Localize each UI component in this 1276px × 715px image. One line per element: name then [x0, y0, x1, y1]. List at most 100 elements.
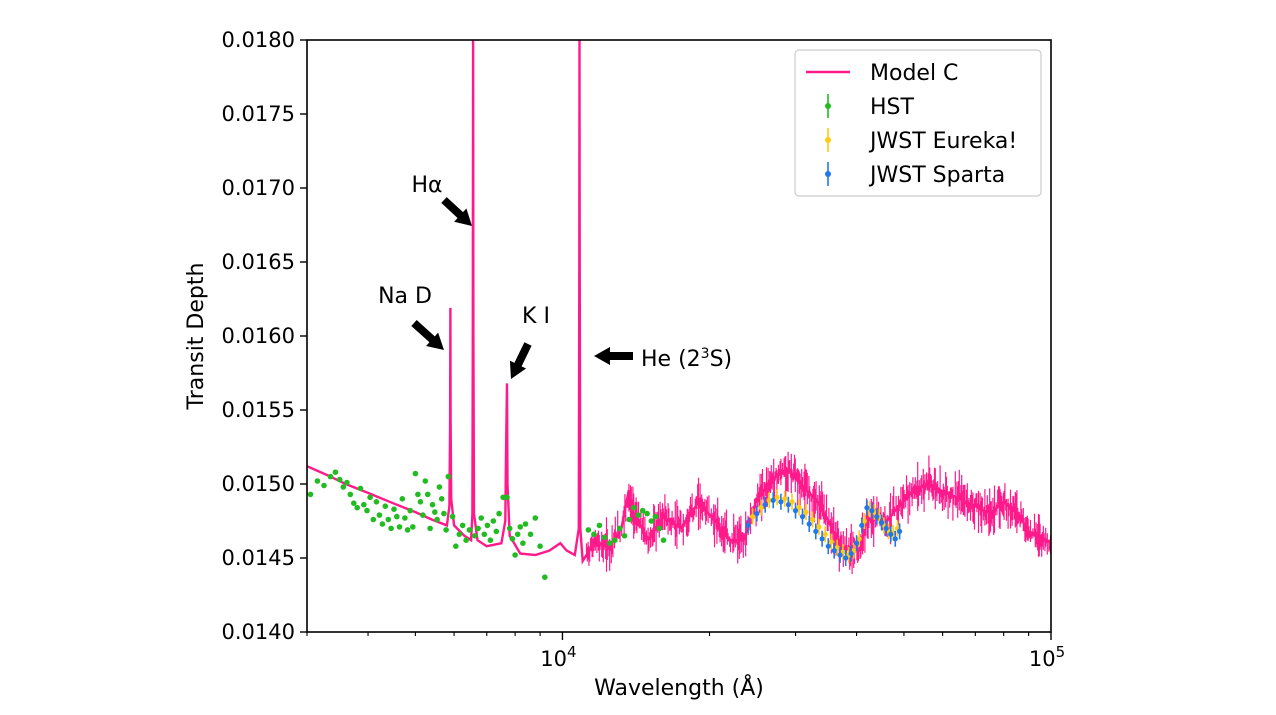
- legend-label-jwst-eureka: JWST Eureka!: [868, 129, 1017, 154]
- hst-point: [512, 552, 518, 558]
- hst-point: [660, 537, 667, 543]
- hst-point: [537, 543, 543, 549]
- jwst-eureka-point: [750, 514, 756, 520]
- hst-point: [487, 537, 494, 543]
- hst-point: [367, 494, 373, 501]
- jwst-eureka-point: [861, 518, 868, 524]
- hst-point: [472, 533, 478, 539]
- hst-point: [504, 494, 510, 501]
- jwst-sparta-point: [883, 525, 889, 532]
- hst-point: [407, 507, 414, 514]
- jwst-sparta-point: [831, 548, 837, 554]
- jwst-eureka-point: [789, 499, 795, 505]
- jwst-eureka-point: [758, 505, 764, 511]
- hst-point: [412, 470, 419, 477]
- jwst-sparta-series: [745, 492, 903, 566]
- jwst-sparta-point: [892, 536, 898, 542]
- arrow-h-alpha: [441, 197, 472, 226]
- hst-point: [357, 485, 364, 492]
- hst-point: [616, 525, 623, 532]
- hst-point: [441, 510, 447, 517]
- hst-point: [427, 525, 433, 532]
- hst-point: [621, 533, 628, 539]
- y-axis-label: Transit Depth: [184, 263, 209, 411]
- jwst-sparta-point: [762, 502, 768, 508]
- jwst-sparta-point: [770, 497, 776, 503]
- jwst-sparta-point: [819, 536, 825, 542]
- hst-point: [420, 512, 426, 518]
- jwst-sparta-point: [874, 514, 880, 520]
- jwst-eureka-point: [856, 536, 862, 542]
- hst-point: [631, 504, 637, 511]
- hst-point: [321, 482, 327, 489]
- legend-swatch-hst: [825, 103, 831, 109]
- annotation-k-i: K I: [522, 304, 550, 329]
- hst-point: [607, 540, 613, 546]
- y-tick-label: 0.0150: [222, 472, 295, 496]
- hst-point: [396, 524, 403, 530]
- jwst-eureka-point: [816, 524, 822, 530]
- arrow-k-i-head: [509, 342, 532, 379]
- jwst-sparta-point: [825, 543, 831, 549]
- hst-point: [415, 491, 421, 498]
- arrow-na-d-head: [411, 320, 444, 350]
- x-tick-exponent: 5: [1056, 643, 1066, 661]
- jwst-sparta-point: [897, 528, 903, 535]
- arrow-he: [594, 347, 633, 365]
- hst-point: [436, 484, 443, 490]
- hst-point: [347, 491, 354, 498]
- jwst-sparta-point: [754, 510, 760, 517]
- legend-label-model-c: Model C: [870, 61, 958, 86]
- x-axis-label: Wavelength (Å): [594, 674, 764, 701]
- y-tick-label: 0.0145: [222, 546, 295, 570]
- jwst-sparta-point: [806, 521, 812, 527]
- jwst-sparta-point: [792, 508, 799, 514]
- hst-point: [417, 499, 424, 505]
- hst-point: [443, 527, 449, 533]
- y-tick-label: 0.0160: [222, 324, 295, 348]
- hst-point: [351, 500, 357, 507]
- jwst-eureka-point: [809, 516, 816, 523]
- hst-point: [445, 473, 452, 480]
- hst-point: [656, 525, 663, 532]
- jwst-sparta-point: [864, 505, 870, 511]
- hst-point: [626, 516, 632, 523]
- y-tick-label: 0.0165: [222, 250, 295, 274]
- y-tick-label: 0.0180: [222, 28, 295, 52]
- annotation-h-alpha: Hα: [411, 173, 442, 198]
- jwst-sparta-point: [888, 531, 894, 537]
- hst-point: [410, 524, 416, 530]
- jwst-eureka-point: [766, 497, 772, 503]
- hst-point: [520, 540, 526, 546]
- hst-point: [475, 525, 481, 532]
- hst-point: [644, 510, 650, 517]
- jwst-sparta-point: [854, 540, 860, 546]
- hst-point: [429, 501, 436, 508]
- hst-point: [493, 528, 500, 535]
- legend-swatch-jwst-eureka: [825, 137, 831, 143]
- hst-point: [648, 518, 655, 524]
- jwst-eureka-point: [774, 494, 780, 500]
- arrow-k-i: [509, 342, 532, 379]
- y-tick-label: 0.0155: [222, 398, 295, 422]
- hst-point: [481, 531, 488, 538]
- hst-series: [307, 469, 667, 580]
- hst-point: [354, 504, 361, 511]
- legend-box: [794, 49, 1042, 197]
- jwst-sparta-point: [778, 499, 784, 505]
- hst-point: [635, 512, 642, 518]
- hst-point: [379, 521, 386, 527]
- hst-point: [307, 491, 314, 498]
- jwst-eureka-point: [822, 531, 828, 537]
- jwst-sparta-point: [879, 519, 885, 526]
- hst-point: [500, 494, 506, 501]
- y-tick-label: 0.0140: [222, 620, 295, 644]
- y-tick-label: 0.0175: [222, 102, 295, 126]
- legend-label-jwst-sparta: JWST Sparta: [868, 163, 1005, 188]
- hst-point: [391, 506, 397, 512]
- hst-point: [422, 478, 429, 484]
- hst-point: [522, 521, 529, 527]
- hst-point: [370, 516, 377, 523]
- hst-point: [399, 496, 406, 502]
